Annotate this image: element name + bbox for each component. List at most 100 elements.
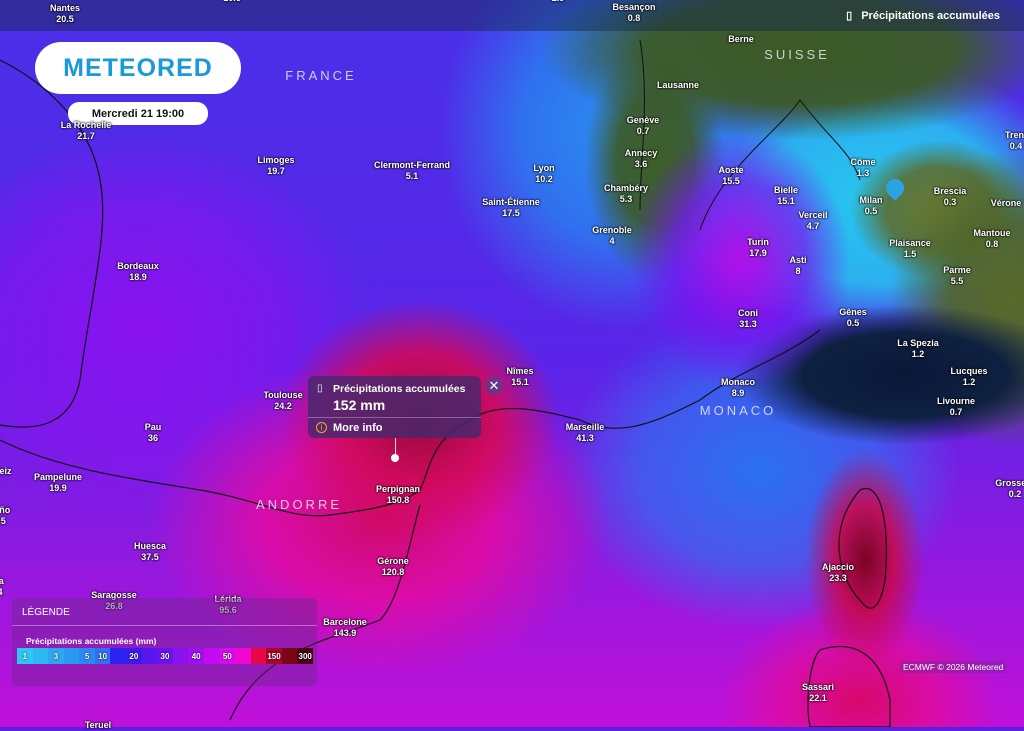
city-label[interactable]: Turin 17.9 bbox=[747, 237, 769, 259]
close-popup-button[interactable]: ✕ bbox=[485, 377, 503, 395]
city-label[interactable]: teiz bbox=[0, 466, 12, 477]
city-label[interactable]: Aoste 15.5 bbox=[718, 165, 743, 187]
layer-title-text: Précipitations accumulées bbox=[861, 9, 1000, 22]
city-label[interactable]: Chambéry 5.3 bbox=[604, 183, 648, 205]
city-label[interactable]: Vérone bbox=[991, 198, 1022, 209]
city-label[interactable]: Lucques 1.2 bbox=[950, 366, 987, 388]
city-label[interactable]: La Spezia 1.2 bbox=[897, 338, 939, 360]
city-label[interactable]: Nîmes 15.1 bbox=[506, 366, 533, 388]
city-label[interactable]: Lausanne bbox=[657, 80, 699, 91]
city-label[interactable]: Milan 0.5 bbox=[859, 195, 882, 217]
city-label[interactable]: Berne bbox=[728, 34, 754, 45]
city-label[interactable]: Nantes 20.5 bbox=[50, 3, 80, 25]
legend-cell bbox=[235, 648, 251, 664]
city-label[interactable]: Perpignan 150.8 bbox=[376, 484, 420, 506]
city-label[interactable]: Asti 8 bbox=[789, 255, 806, 277]
city-label[interactable]: Annecy 3.6 bbox=[625, 148, 658, 170]
city-label[interactable]: Limoges 19.7 bbox=[257, 155, 294, 177]
legend-heading: LÉGENDE bbox=[22, 607, 70, 618]
more-info-link[interactable]: More info bbox=[333, 422, 383, 434]
city-label[interactable]: Trent0.4 bbox=[1005, 130, 1024, 152]
city-label[interactable]: Bordeaux 18.9 bbox=[117, 261, 159, 283]
city-label[interactable]: Gérone 120.8 bbox=[377, 556, 409, 578]
city-label[interactable]: Toulouse 24.2 bbox=[263, 390, 302, 412]
legend-cell bbox=[203, 648, 220, 664]
city-label[interactable]: Mantoue 0.8 bbox=[974, 228, 1011, 250]
city-name: Plaisance bbox=[889, 238, 931, 248]
city-label[interactable]: Grosseto0.2 bbox=[995, 478, 1024, 500]
city-label[interactable]: Plaisance 1.5 bbox=[889, 238, 931, 260]
legend-cell: 30 bbox=[157, 648, 173, 664]
city-label[interactable]: La Rochelle 21.7 bbox=[61, 120, 112, 142]
city-precip-value: 10.2 bbox=[535, 174, 553, 184]
city-label[interactable]: 10.6 bbox=[223, 0, 241, 4]
legend-cell: 3 bbox=[48, 648, 64, 664]
city-name: Brescia bbox=[933, 186, 967, 196]
city-label[interactable]: Saragosse 26.8 bbox=[91, 590, 137, 612]
city-name: Lucques bbox=[950, 366, 988, 376]
city-name: Teruel bbox=[84, 720, 112, 730]
forecast-date[interactable]: Mercredi 21 19:00 bbox=[68, 102, 208, 125]
city-label[interactable]: Grenoble 4 bbox=[592, 225, 632, 247]
city-name: Parme bbox=[943, 265, 971, 275]
city-name: la bbox=[0, 576, 4, 586]
legend-cell: 5 bbox=[79, 648, 95, 664]
city-precip-value: 8.9 bbox=[731, 388, 745, 398]
city-precip-value: 0.2 bbox=[1008, 489, 1022, 499]
city-label[interactable]: Verceil 4.7 bbox=[798, 210, 827, 232]
city-precip-value: 15.5 bbox=[722, 176, 740, 186]
city-precip-value: 19.9 bbox=[49, 483, 67, 493]
city-label[interactable]: oño.5 bbox=[0, 505, 10, 527]
city-label[interactable]: Marseille 41.3 bbox=[566, 422, 605, 444]
city-precip-value: 4 bbox=[609, 236, 615, 246]
city-label[interactable]: Monaco 8.9 bbox=[721, 377, 755, 399]
popup-title: Précipitations accumulées bbox=[333, 383, 466, 395]
city-label[interactable]: Côme 1.3 bbox=[850, 157, 875, 179]
city-name: Perpignan bbox=[375, 484, 421, 494]
meteored-logo[interactable]: METEORED bbox=[35, 42, 241, 94]
city-label[interactable]: la4 bbox=[0, 576, 4, 598]
city-label[interactable]: Lyon 10.2 bbox=[533, 163, 554, 185]
legend-subtitle: Précipitations accumulées (mm) bbox=[26, 636, 157, 646]
city-label[interactable]: Genève 0.7 bbox=[627, 115, 660, 137]
city-precip-value: 4 bbox=[0, 587, 4, 598]
city-label[interactable]: Huesca 37.5 bbox=[134, 541, 166, 563]
city-label[interactable]: Pampelune 19.9 bbox=[34, 472, 82, 494]
city-label[interactable]: Besançon 0.8 bbox=[612, 2, 655, 24]
city-precip-value: 150.8 bbox=[386, 495, 410, 505]
city-precip-value: 1.5 bbox=[903, 249, 917, 259]
city-label[interactable]: Pau 36 bbox=[145, 422, 162, 444]
city-label[interactable]: Parme 5.5 bbox=[943, 265, 971, 287]
city-precip-value: 17.5 bbox=[502, 208, 520, 218]
city-name: Barcelone bbox=[323, 617, 367, 627]
city-label[interactable]: Ajaccio 23.3 bbox=[822, 562, 854, 584]
city-label[interactable]: Saint-Étienne 17.5 bbox=[482, 197, 540, 219]
city-label[interactable]: Lérida 95.6 bbox=[214, 594, 241, 616]
popup-anchor-dot bbox=[391, 454, 399, 462]
city-precip-value: 0.8 bbox=[985, 239, 999, 249]
city-label[interactable]: Barcelone 143.9 bbox=[323, 617, 367, 639]
city-label[interactable]: Coni 31.3 bbox=[738, 308, 758, 330]
city-precip-value: 15.1 bbox=[777, 196, 795, 206]
city-label[interactable]: Sassari 22.1 bbox=[802, 682, 834, 704]
city-precip-value: 19.7 bbox=[267, 166, 285, 176]
city-precip-value: 17.9 bbox=[749, 248, 767, 258]
legend-cell: 150 bbox=[266, 648, 282, 664]
city-label[interactable]: Gênes 0.5 bbox=[839, 307, 867, 329]
city-precip-value: 31.3 bbox=[739, 319, 757, 329]
city-label[interactable]: Teruel bbox=[85, 720, 111, 731]
city-name: Bielle bbox=[773, 185, 799, 195]
top-bar bbox=[0, 0, 1024, 31]
city-label[interactable]: Bielle 15.1 bbox=[774, 185, 798, 207]
city-label[interactable]: Brescia 0.3 bbox=[934, 186, 967, 208]
city-label[interactable]: Clermont-Ferrand 5.1 bbox=[374, 160, 450, 182]
city-name: Bordeaux bbox=[117, 261, 159, 271]
city-name: Genève bbox=[626, 115, 660, 125]
city-label[interactable]: 2.9 bbox=[552, 0, 565, 4]
city-name: Ajaccio bbox=[821, 562, 855, 572]
city-precip-value: 0.7 bbox=[949, 407, 963, 417]
legend-cell bbox=[110, 648, 127, 664]
city-label[interactable]: Livourne 0.7 bbox=[937, 396, 975, 418]
legend-cell bbox=[63, 648, 80, 664]
city-name: Pau bbox=[144, 422, 162, 432]
